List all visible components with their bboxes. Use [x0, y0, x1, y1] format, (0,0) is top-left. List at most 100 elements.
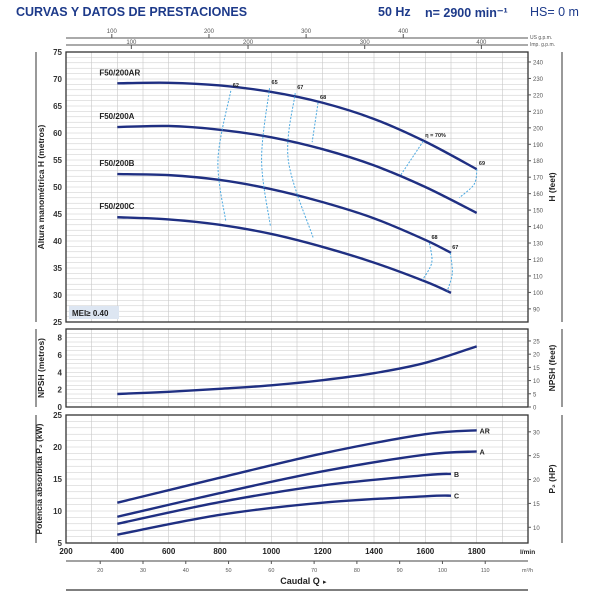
efficiency-line: [458, 169, 478, 199]
y2-tick-label: 240: [533, 60, 544, 66]
y2-tick-label: 100: [533, 291, 544, 297]
top-axis-tick-label: 200: [243, 40, 254, 46]
series-label: F50/200B: [99, 159, 134, 168]
suction-height-label: HS= 0 m: [530, 5, 579, 19]
y2-tick-label: 150: [533, 209, 544, 215]
y-tick-label: 55: [53, 156, 62, 165]
y2-tick-label: 230: [533, 77, 544, 83]
series-label: F50/200A: [99, 112, 134, 121]
y2-tick-label: 25: [533, 339, 540, 345]
efficiency-line: [261, 88, 272, 228]
top-axis-tick-label: 300: [301, 29, 312, 35]
y2-tick-label: 130: [533, 242, 544, 248]
top-axis-tick-label: 400: [398, 29, 409, 35]
x-tick-label: 1800: [468, 547, 486, 556]
top-axis-tick-label: 300: [360, 40, 371, 46]
top-axis-tick-label: 200: [204, 29, 215, 35]
x2-tick-label: 80: [354, 568, 360, 574]
frequency-label: 50 Hz: [378, 5, 411, 19]
y2-tick-label: 220: [533, 93, 544, 99]
y2-tick-label: 5: [533, 392, 537, 398]
y-tick-label: 50: [53, 183, 62, 192]
x2-tick-label: 90: [397, 568, 403, 574]
y-tick-label: 75: [53, 48, 62, 57]
y-axis-label: Altura manométrica H (metros): [36, 124, 46, 249]
x-tick-label: 1400: [365, 547, 383, 556]
x-tick-label: 800: [213, 547, 227, 556]
head-curve: [117, 124, 478, 214]
y-tick-label: 5: [58, 539, 63, 548]
x2-tick-label: 30: [140, 568, 146, 574]
y2-tick-label: 120: [533, 258, 544, 264]
y2-tick-label: 30: [533, 430, 540, 436]
arrow-right-icon: ▸: [323, 579, 327, 586]
top-axis-unit: Imp. g.p.m.: [530, 42, 555, 48]
x2-tick-label: 50: [225, 568, 231, 574]
efficiency-label: 67: [297, 85, 303, 91]
power-curve: [117, 472, 452, 525]
efficiency-label: 62: [233, 83, 239, 89]
x2-unit-label: m³/h: [522, 568, 533, 574]
series-label: F50/200C: [99, 202, 134, 211]
efficiency-label: 68: [320, 95, 326, 101]
y2-tick-label: 10: [533, 379, 540, 385]
head-curve: [117, 216, 452, 294]
y2-tick-label: 15: [533, 502, 540, 508]
x-tick-label: 200: [59, 547, 73, 556]
y-tick-label: 45: [53, 210, 62, 219]
series-label: A: [480, 449, 485, 456]
series-label: B: [454, 472, 459, 479]
y-tick-label: 30: [53, 291, 62, 300]
power-curve: [117, 494, 452, 536]
efficiency-line: [446, 252, 453, 292]
x2-tick-label: 60: [268, 568, 274, 574]
y-tick-label: 65: [53, 102, 62, 111]
efficiency-label: 67: [452, 245, 458, 251]
y2-tick-label: 200: [533, 126, 544, 132]
y-tick-label: 15: [53, 475, 62, 484]
power-curve: [117, 450, 477, 518]
head-curve: [117, 172, 452, 254]
y2-tick-label: 210: [533, 110, 544, 116]
x-tick-label: 1000: [262, 547, 280, 556]
y2-tick-label: 90: [533, 307, 540, 313]
y-tick-label: 60: [53, 129, 62, 138]
efficiency-line: [422, 243, 433, 281]
y2-tick-label: 170: [533, 176, 544, 182]
y2-axis-label: NPSH (feet): [547, 344, 557, 391]
y-tick-label: 25: [53, 318, 62, 327]
y-tick-label: 6: [58, 351, 63, 360]
y-tick-label: 70: [53, 75, 62, 84]
x-tick-label: 600: [162, 547, 176, 556]
y2-tick-label: 10: [533, 526, 540, 532]
y2-tick-label: 25: [533, 454, 540, 460]
y2-axis-label: H (feet): [547, 172, 557, 201]
top-axis-tick-label: 100: [126, 40, 137, 46]
y2-tick-label: 160: [533, 192, 544, 198]
top-axis-tick-label: 400: [476, 40, 487, 46]
efficiency-label: 69: [479, 161, 485, 167]
y-axis-label: NPSH (metros): [36, 338, 46, 398]
y-tick-label: 8: [58, 334, 63, 343]
page-title: CURVAS Y DATOS DE PRESTACIONES: [16, 5, 248, 19]
y2-tick-label: 180: [533, 159, 544, 165]
y-tick-label: 4: [58, 368, 63, 377]
y-tick-label: 2: [58, 386, 63, 395]
x-tick-label: 1600: [416, 547, 434, 556]
y2-axis-label: P₂ (HP): [547, 464, 557, 493]
y-tick-label: 20: [53, 443, 62, 452]
y2-tick-label: 110: [533, 274, 543, 280]
head-curve: [117, 81, 478, 171]
series-label: AR: [480, 428, 490, 435]
mei-badge: [69, 306, 119, 319]
y-tick-label: 35: [53, 264, 62, 273]
top-axis-tick-label: 100: [107, 29, 118, 35]
y-tick-label: 0: [58, 403, 63, 412]
top-axis-unit: US g.p.m.: [530, 35, 552, 41]
efficiency-label: 65: [272, 80, 278, 86]
speed-label: n= 2900 min⁻¹: [425, 6, 508, 20]
efficiency-label: η = 70%: [425, 133, 446, 139]
x-axis-label: Caudal Q: [280, 576, 320, 586]
x2-tick-label: 20: [97, 568, 103, 574]
y-tick-label: 10: [53, 507, 62, 516]
